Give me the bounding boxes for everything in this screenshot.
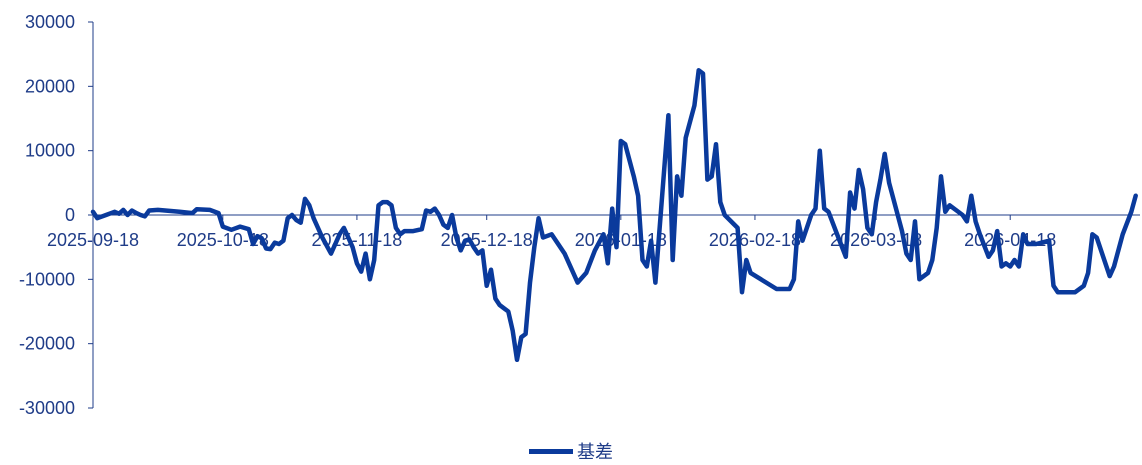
y-tick-label: 30000 bbox=[25, 12, 75, 32]
legend-swatch-series-0 bbox=[529, 448, 573, 454]
y-tick-label: 10000 bbox=[25, 141, 75, 161]
series-lines bbox=[90, 68, 1138, 363]
y-axis: 30000 20000 10000 0 -10000 -20000 -30000 bbox=[19, 12, 94, 418]
x-tick-label: 2026-02-18 bbox=[709, 230, 801, 250]
x-tick-label: 2025-10-18 bbox=[177, 230, 269, 250]
line-chart: 30000 20000 10000 0 -10000 -20000 -30000 2025-… bbox=[19, 12, 1140, 418]
x-tick-label: 2025-09-18 bbox=[47, 230, 139, 250]
x-tick-label: 2026-03-18 bbox=[830, 230, 922, 250]
legend: 基差 bbox=[0, 440, 1142, 463]
legend-label-series-0: 基差 bbox=[577, 442, 613, 463]
y-tick-label: 20000 bbox=[25, 76, 75, 96]
y-tick-label: -30000 bbox=[19, 398, 75, 418]
y-tick-label: 0 bbox=[65, 205, 75, 225]
y-tick-label: -10000 bbox=[19, 269, 75, 289]
series-line-0 bbox=[90, 68, 1138, 363]
y-tick-label: -20000 bbox=[19, 334, 75, 354]
